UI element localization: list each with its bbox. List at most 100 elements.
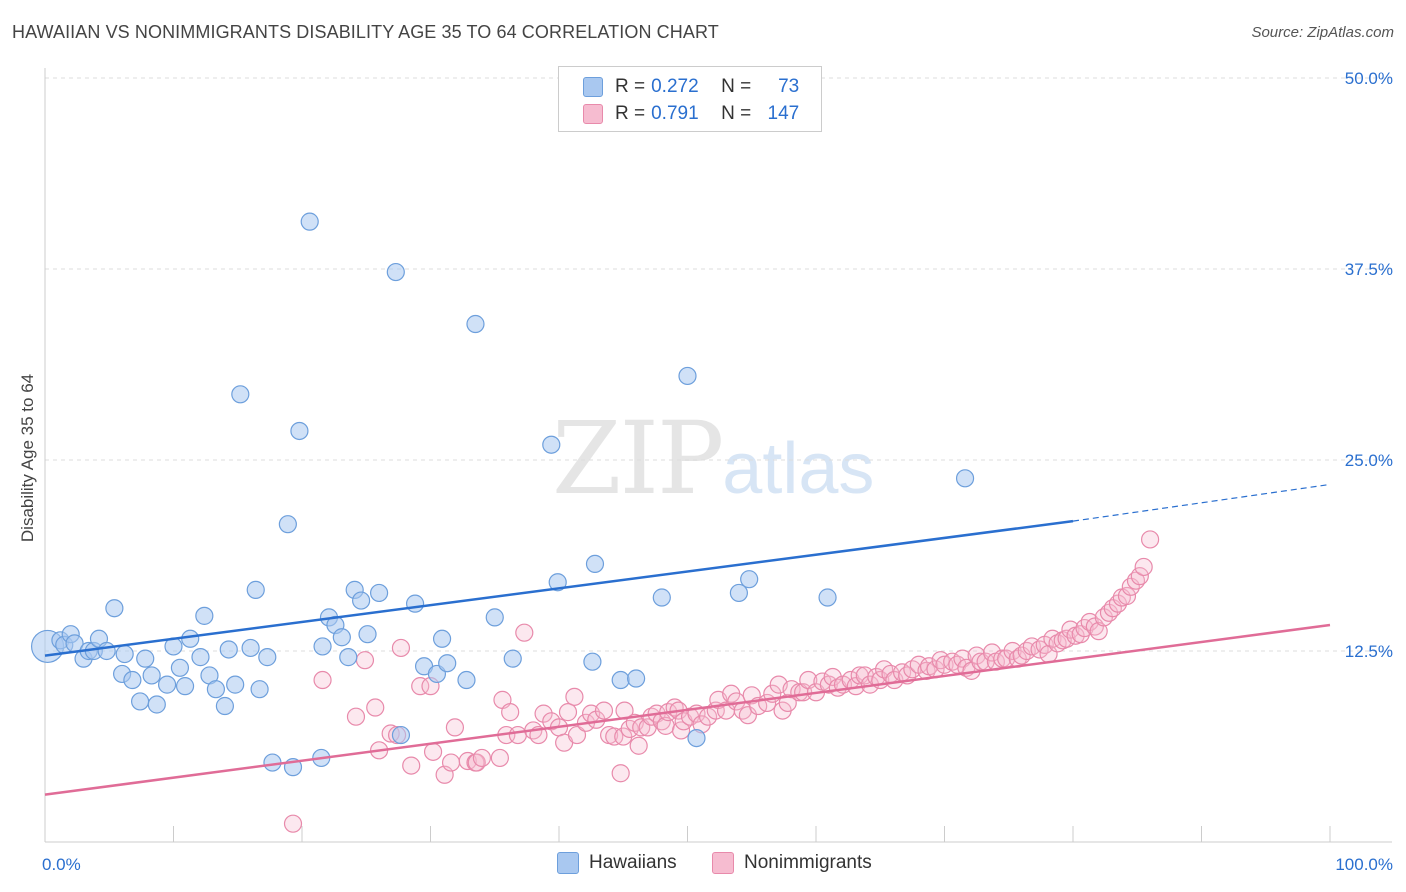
hawaiians-point <box>215 696 234 716</box>
legend-item-nonimmigrants[interactable]: Nonimmigrants <box>712 852 872 874</box>
hawaiians-point <box>181 629 200 648</box>
legend-n-label: N = <box>721 76 752 97</box>
nonimmigrants-point <box>953 649 972 668</box>
nonimmigrants-point <box>490 748 509 768</box>
nonimmigrants-point <box>1130 567 1149 586</box>
hawaiians-point <box>818 588 837 607</box>
nonimmigrants-point <box>1089 622 1108 641</box>
nonimmigrants-point <box>355 651 375 670</box>
nonimmigrants-point <box>508 725 527 745</box>
nonimmigrants-point <box>1140 530 1160 549</box>
hawaiians-point <box>503 649 522 668</box>
y-tick-label: 37.5% <box>1345 260 1393 279</box>
hawaiians-point <box>313 637 332 656</box>
legend-n-value: 147 <box>767 103 800 124</box>
legend-item-hawaiians[interactable]: Hawaiians <box>557 852 677 874</box>
chart-title: HAWAIIAN VS NONIMMIGRANTS DISABILITY AGE… <box>12 22 719 42</box>
hawaiians-point <box>278 515 297 534</box>
hawaiians-point <box>147 695 166 714</box>
hawaiians-point <box>548 573 567 592</box>
hawaiians-point <box>438 654 457 673</box>
y-tick-label: 12.5% <box>1345 642 1393 661</box>
hawaiians-point <box>432 629 452 648</box>
nonimmigrants-point <box>441 753 461 772</box>
watermark-zip: ZIP <box>552 400 724 517</box>
hawaiians-point <box>955 469 975 488</box>
nonimmigrants-point <box>738 706 757 725</box>
legend-n-label: N = <box>721 103 752 124</box>
hawaiians-point <box>97 641 116 661</box>
nonimmigrants-point <box>501 703 520 722</box>
nonimmigrants-point <box>614 727 633 746</box>
hawaiians-point <box>485 608 504 627</box>
nonimmigrants-point <box>313 670 332 690</box>
hawaiians-point <box>386 262 405 282</box>
legend-r-value: 0.791 <box>651 103 699 124</box>
hawaiians-point <box>687 728 706 748</box>
hawaiians-point <box>241 638 260 658</box>
nonimmigrants-point <box>534 704 553 723</box>
hawaiians-point <box>740 570 759 589</box>
hawaiians-point <box>358 625 377 644</box>
hawaiians-point <box>585 554 605 574</box>
hawaiians-point <box>258 648 277 667</box>
nonimmigrants-point <box>558 703 578 722</box>
nonimmigrants-point <box>411 677 430 696</box>
hawaiians-point <box>219 640 238 659</box>
hawaiians-point <box>405 594 425 613</box>
nonimmigrants-point <box>402 756 421 775</box>
hawaiians-point <box>652 588 671 607</box>
hawaiians-trend-line <box>44 519 1074 657</box>
hawaiians-point <box>206 680 226 699</box>
watermark: ZIPatlas <box>552 400 874 517</box>
source-credit: Source: ZipAtlas.com <box>1251 24 1394 41</box>
hawaiians-point <box>339 648 358 667</box>
hawaiians-point <box>290 421 309 441</box>
hawaiians-point <box>611 670 630 690</box>
nonimmigrants-point <box>611 764 630 783</box>
legend-label-nonimmigrants: Nonimmigrants <box>744 852 872 873</box>
hawaiians-point <box>729 583 749 603</box>
nonimmigrants-point <box>445 718 465 737</box>
hawaiians-point <box>136 649 155 668</box>
hawaiians-point <box>105 599 124 618</box>
hawaiians-point <box>352 591 371 610</box>
nonimmigrants-point <box>823 667 842 687</box>
nonimmigrants-point <box>515 623 534 642</box>
hawaiians-point <box>175 677 195 696</box>
hawaiians-point <box>542 435 561 454</box>
hawaiians-point <box>123 670 142 690</box>
nonimmigrants-point <box>1048 634 1067 653</box>
nonimmigrants-point <box>565 687 584 706</box>
hawaiians-point <box>246 580 265 599</box>
nonimmigrants-point <box>594 701 614 720</box>
nonimmigrants-point <box>472 748 491 768</box>
legend-label-hawaiians: Hawaiians <box>589 852 677 873</box>
hawaiians-point <box>250 680 269 699</box>
hawaiians-point <box>130 692 150 711</box>
hawaiians-point <box>170 658 190 677</box>
legend-swatch-nonimmigrants <box>712 852 734 874</box>
nonimmigrants-point <box>346 707 366 726</box>
nonimmigrants-point <box>778 693 797 713</box>
nonimmigrants-point <box>1134 557 1153 577</box>
hawaiians-point <box>370 583 389 603</box>
hawaiians-point <box>678 366 697 386</box>
legend-r-value: 0.272 <box>651 76 699 97</box>
hawaiians-point <box>115 644 134 664</box>
nonimmigrants-point <box>458 751 477 771</box>
nonimmigrants-point <box>366 698 385 717</box>
nonimmigrants-point <box>423 742 443 761</box>
hawaiians-point <box>300 212 319 231</box>
nonimmigrants-point <box>391 638 411 658</box>
x-tick-label: 100.0% <box>1335 855 1393 874</box>
hawaiians-point <box>226 675 245 694</box>
nonimmigrants-point <box>1117 586 1137 606</box>
hawaiians-point <box>231 385 250 404</box>
y-tick-label: 25.0% <box>1345 451 1393 470</box>
hawaiians-point <box>583 652 602 671</box>
nonimmigrants-point <box>283 814 303 833</box>
legend-swatch-hawaiians <box>557 852 579 874</box>
hawaiians-point <box>626 669 646 688</box>
